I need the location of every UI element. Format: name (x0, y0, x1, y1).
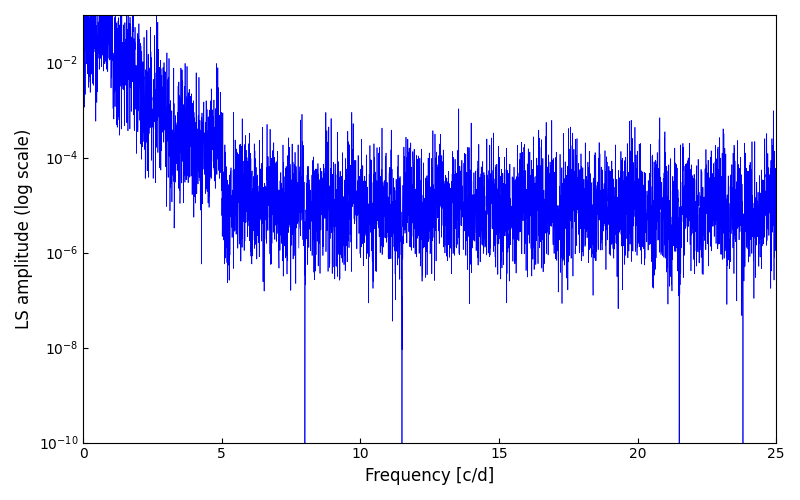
Y-axis label: LS amplitude (log scale): LS amplitude (log scale) (15, 128, 33, 329)
X-axis label: Frequency [c/d]: Frequency [c/d] (365, 467, 494, 485)
